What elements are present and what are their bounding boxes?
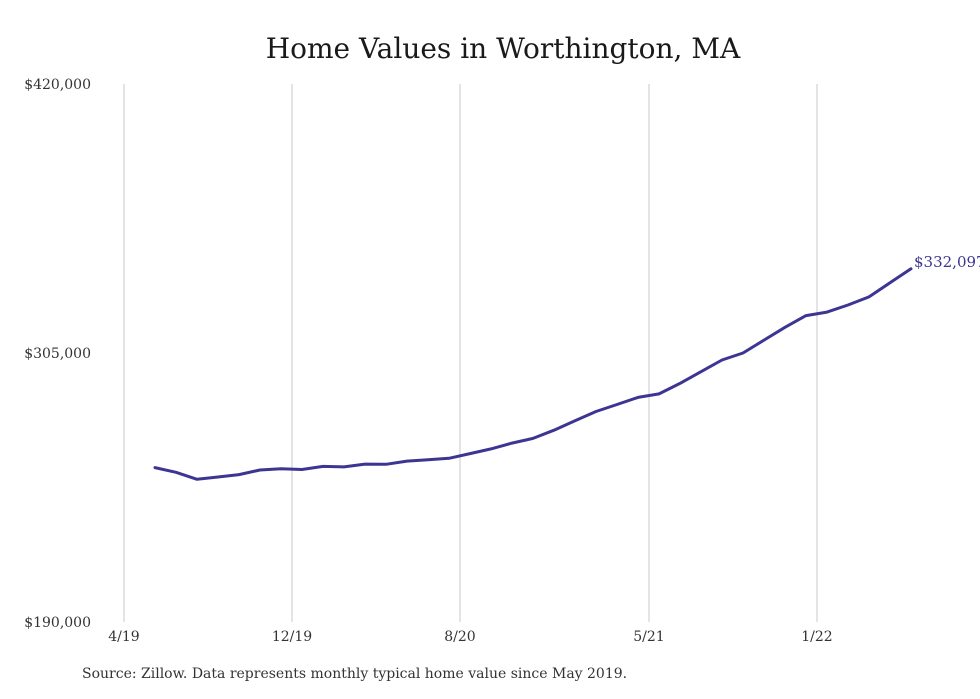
x-tick-label: 4/19 [108,629,139,645]
y-tick-label: $420,000 [24,77,91,93]
source-note: Source: Zillow. Data represents monthly … [82,666,628,682]
y-axis: $420,000 $305,000 $190,000 [24,77,91,631]
end-value-label: $332,097 [914,253,980,271]
x-axis: 4/19 12/19 8/20 5/21 1/22 [108,629,832,645]
series-layer: $332,097 [153,253,980,481]
x-tick-label: 1/22 [801,629,832,645]
grid-layer [123,84,818,622]
y-tick-label: $190,000 [24,615,91,631]
x-tick-label: 5/21 [633,629,664,645]
chart-title: Home Values in Worthington, MA [266,32,741,65]
y-tick-label: $305,000 [24,346,91,362]
x-tick-label: 12/19 [272,629,312,645]
x-tick-label: 8/20 [444,629,475,645]
home-value-line [153,267,913,481]
